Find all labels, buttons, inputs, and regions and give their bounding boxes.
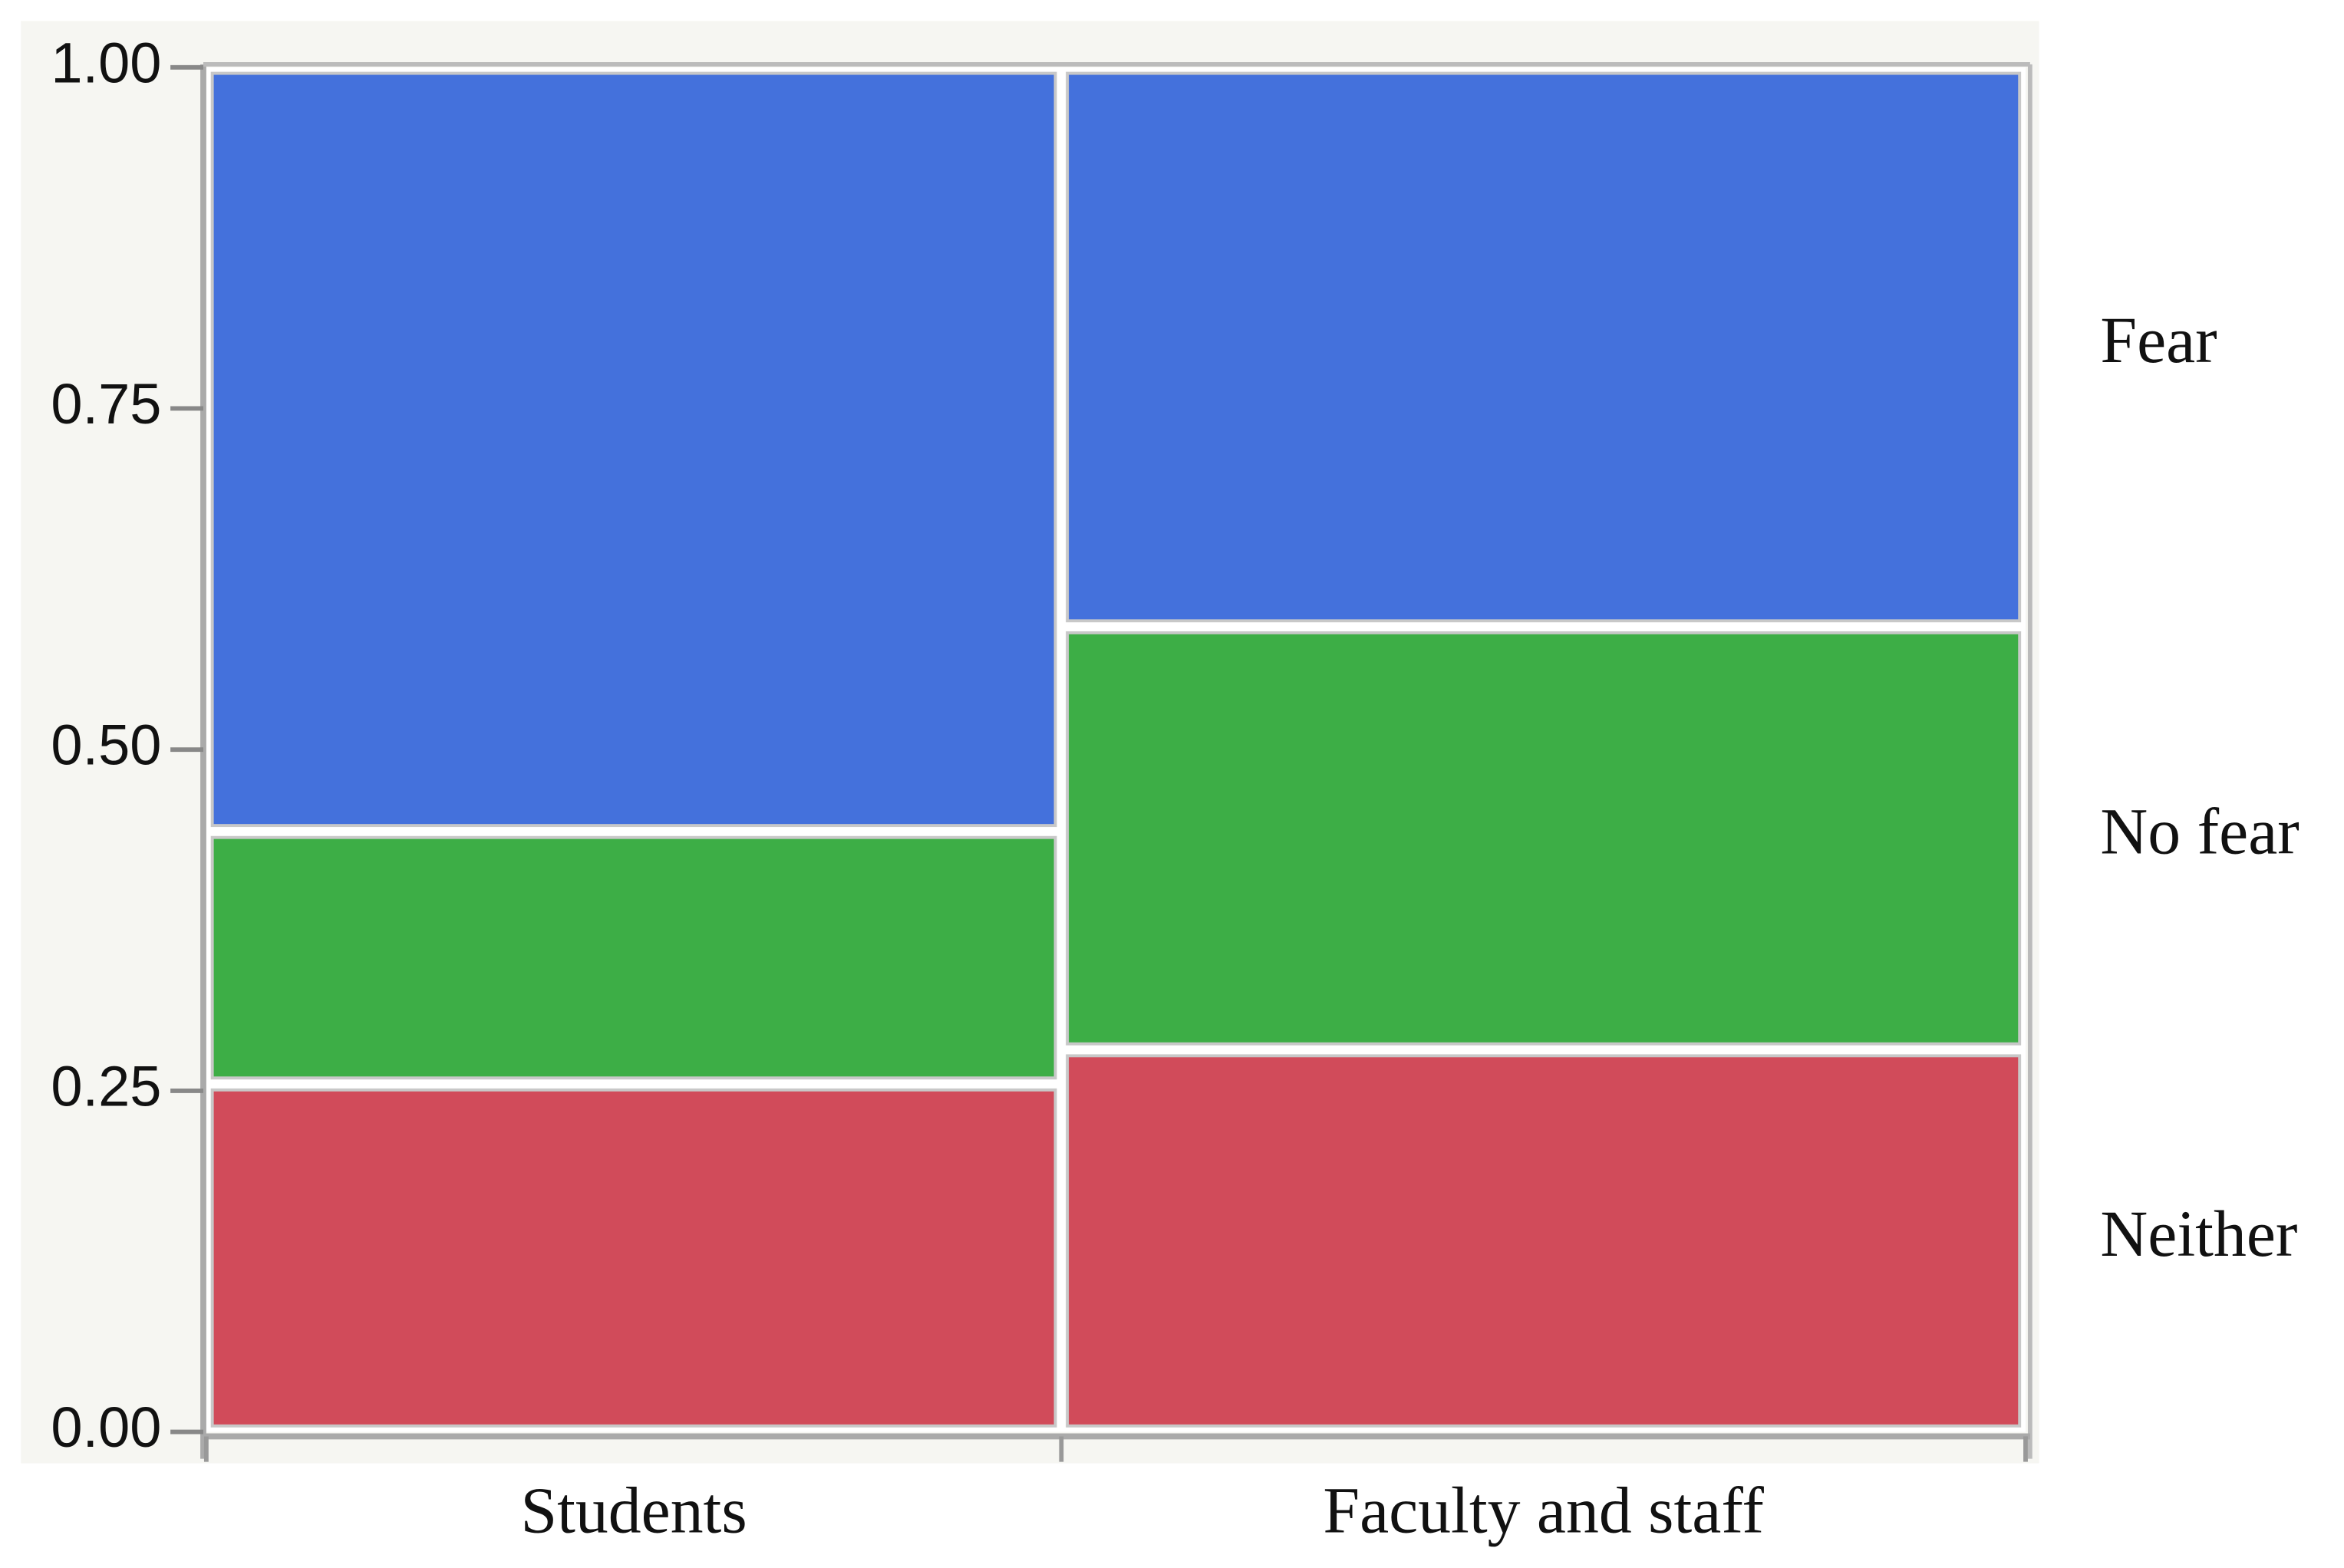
mosaic-cell xyxy=(1066,1054,2022,1428)
x-tick-label: Faculty and staff xyxy=(1323,1474,1764,1547)
y-tick-label: 0.00 xyxy=(51,1395,161,1459)
legend-label: Neither xyxy=(2100,1197,2297,1270)
mosaic-cell xyxy=(1066,71,2022,623)
y-tick-label: 0.50 xyxy=(51,713,161,777)
y-tick-label: 0.25 xyxy=(51,1054,161,1118)
legend-label: Fear xyxy=(2100,304,2217,377)
mosaic-cell xyxy=(210,71,1057,828)
x-tick-label: Students xyxy=(520,1474,747,1547)
legend-label: No fear xyxy=(2100,795,2299,868)
mosaic-cell xyxy=(210,835,1057,1080)
mosaic-cell xyxy=(1066,631,2022,1046)
mosaic-cell xyxy=(210,1088,1057,1428)
y-tick-label: 1.00 xyxy=(51,31,161,94)
y-tick-label: 0.75 xyxy=(51,372,161,436)
